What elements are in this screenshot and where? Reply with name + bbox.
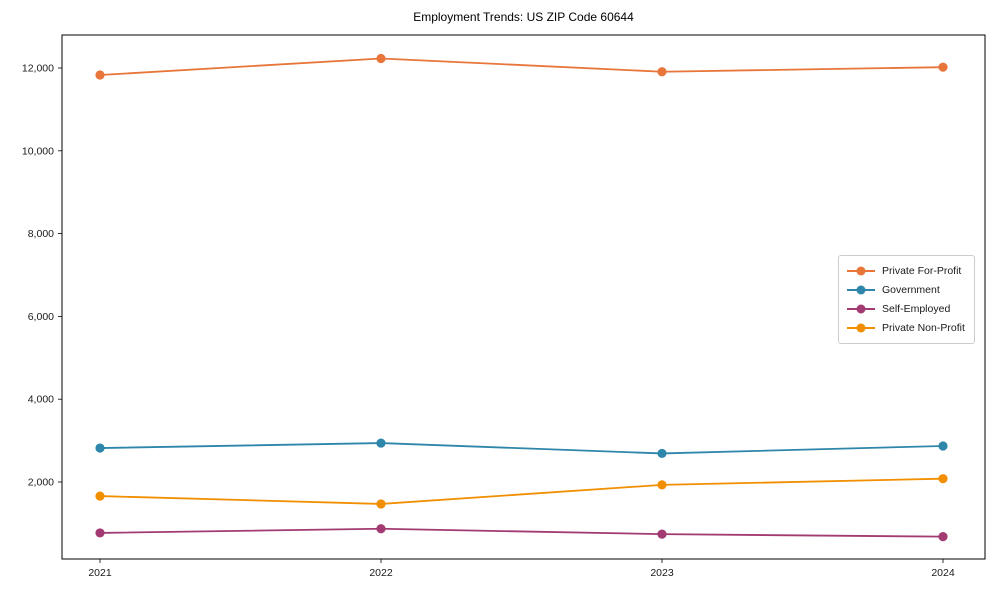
series-line-government (99, 442, 944, 455)
data-point-self-employed-2024 (938, 532, 948, 542)
data-point-private-non-profit-2022 (376, 499, 386, 509)
y-axis-tick-label: 8,000 (28, 228, 54, 240)
legend-item-self-employed: Self-Employed (847, 300, 966, 319)
legend-item-private-for-profit: Private For-Profit (847, 261, 966, 280)
data-point-government-2023 (657, 448, 667, 459)
legend-label: Private Non-Profit (882, 322, 965, 335)
data-point-private-for-profit-2024 (938, 62, 948, 72)
x-axis-tick-label: 2023 (650, 567, 674, 579)
legend: Private For-Profit Government Self-Emplo… (838, 255, 975, 344)
data-point-private-for-profit-2023 (657, 67, 667, 77)
y-axis-tick-label: 4,000 (28, 394, 54, 406)
data-point-private-non-profit-2023 (657, 480, 667, 490)
y-axis-tick-label: 10,000 (22, 145, 54, 157)
legend-label: Self-Employed (882, 303, 951, 316)
plot-border (61, 34, 986, 560)
legend-marker-icon (847, 266, 875, 276)
series-line-self-employed (99, 527, 944, 538)
legend-item-government: Government (847, 280, 966, 299)
data-point-government-2022 (376, 438, 386, 448)
legend-label: Government (882, 283, 940, 296)
data-point-self-employed-2023 (657, 529, 667, 539)
data-point-private-for-profit-2022 (376, 53, 386, 64)
y-axis-tick-label: 6,000 (28, 311, 54, 323)
legend-label: Private For-Profit (882, 264, 962, 277)
legend-item-private-non-profit: Private Non-Profit (847, 319, 966, 338)
series-line-private-non-profit (99, 477, 944, 505)
data-point-self-employed-2022 (376, 524, 386, 534)
data-point-government-2021 (95, 443, 105, 453)
legend-marker-icon (847, 323, 875, 333)
data-point-government-2024 (938, 441, 948, 451)
x-axis-tick-label: 2022 (369, 567, 393, 579)
data-point-private-non-profit-2021 (95, 491, 105, 501)
legend-marker-icon (847, 304, 875, 314)
data-point-private-for-profit-2021 (95, 70, 105, 80)
x-axis-tick-label: 2024 (931, 567, 955, 579)
series-line-private-for-profit (99, 57, 944, 76)
y-axis-tick-label: 2,000 (28, 476, 54, 488)
legend-marker-icon (847, 285, 875, 295)
data-point-private-non-profit-2024 (938, 474, 948, 484)
data-point-self-employed-2021 (95, 528, 105, 538)
y-axis-tick-label: 12,000 (22, 62, 54, 74)
chart-title: Employment Trends: US ZIP Code 60644 (413, 10, 634, 24)
x-axis-tick-label: 2021 (88, 567, 112, 579)
